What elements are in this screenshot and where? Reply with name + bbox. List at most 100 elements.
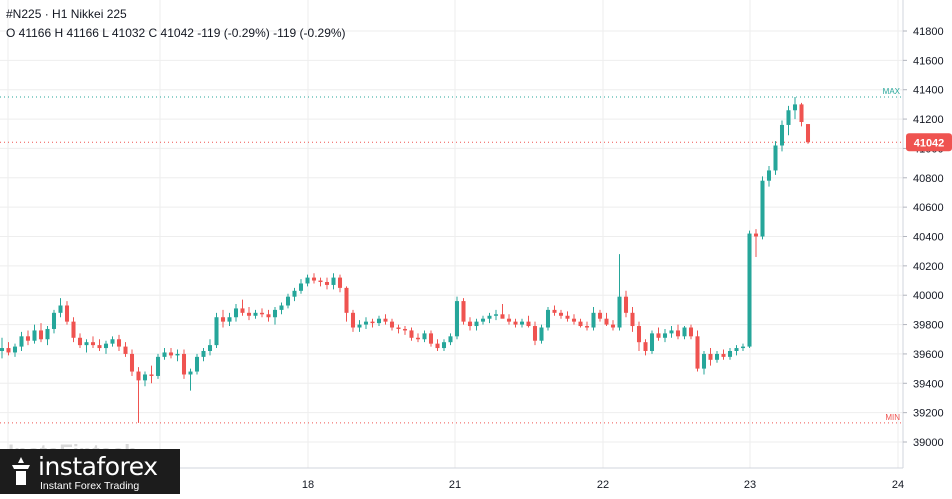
candle-body (695, 336, 700, 369)
candle-body (584, 326, 590, 328)
last-price-badge-label: 41042 (914, 137, 945, 149)
candle-body (123, 346, 128, 354)
instrument-title: #N225 · H1 Nikkei 225 (6, 7, 127, 21)
y-tick-label: 40600 (913, 202, 944, 214)
candle-body (266, 314, 271, 318)
y-tick-label: 41400 (913, 85, 944, 97)
y-tick-label: 40200 (913, 261, 944, 273)
candle-body (760, 180, 765, 237)
candle-body (805, 124, 811, 143)
x-tick-label: 23 (744, 479, 756, 491)
candle-body (617, 296, 622, 328)
candle-body (558, 312, 564, 316)
candle-body (0, 348, 5, 351)
y-tick-label: 39400 (913, 378, 944, 390)
candle-body (155, 356, 161, 376)
candle-body (25, 336, 31, 341)
candle-body (740, 346, 746, 349)
candle-body (467, 321, 473, 327)
candle-body (227, 317, 232, 322)
candle-body (623, 296, 629, 313)
candle-body (233, 308, 239, 318)
logo-subtitle: Instant Forex Trading (40, 480, 140, 492)
candle-body (786, 110, 791, 125)
candle-body (324, 282, 330, 285)
candle-body (500, 314, 505, 319)
x-tick-label: 24 (892, 479, 904, 491)
candle-body (253, 312, 258, 316)
candle-body (175, 353, 180, 356)
candle-body (779, 124, 785, 146)
logo-wordmark: instaforex (38, 452, 158, 481)
max-label: MAX (883, 87, 901, 96)
y-tick-label: 39600 (913, 349, 944, 361)
candle-body (214, 317, 219, 346)
candle-body (181, 353, 187, 375)
candle-body (487, 315, 492, 319)
candle-body (662, 333, 668, 338)
candle-body (38, 330, 44, 340)
candle-body (435, 343, 440, 349)
candle-body (201, 350, 206, 357)
candle-body (792, 104, 798, 111)
candle-body (571, 318, 577, 322)
candle-body (162, 352, 167, 357)
candle-body (448, 336, 453, 343)
candles (0, 97, 811, 423)
candle-body (656, 333, 661, 338)
candle-body (441, 342, 447, 349)
candle-body (604, 318, 609, 325)
candle-body (519, 321, 525, 325)
candle-body (474, 321, 479, 327)
candle-body (129, 353, 135, 372)
candle-body (298, 283, 304, 291)
candle-body (305, 277, 310, 284)
y-tick-label: 41600 (913, 55, 944, 67)
candle-body (610, 324, 616, 328)
candle-body (630, 312, 635, 327)
reference-lines: MAX MIN (0, 87, 903, 424)
ohlc-readout: O 41166 H 41166 L 41032 C 41042 -119 (-0… (6, 26, 346, 40)
candle-body (58, 305, 63, 313)
min-label: MIN (885, 413, 900, 422)
candle-body (168, 352, 174, 356)
candle-body (292, 290, 297, 297)
candle-body (766, 170, 772, 181)
candle-body (799, 104, 804, 123)
candle-body (708, 353, 713, 360)
candle-body (688, 327, 694, 337)
candle-body (240, 308, 245, 313)
candle-body (636, 326, 642, 343)
candle-body (597, 312, 603, 319)
candle-body (402, 328, 408, 331)
candle-body (344, 287, 349, 313)
candle-body (409, 330, 414, 338)
candle-body (84, 342, 89, 346)
logo-mark-icon (12, 457, 30, 485)
candle-body (51, 312, 57, 329)
candle-body (389, 321, 395, 328)
candle-body (454, 301, 460, 337)
candle-body (259, 312, 265, 315)
candle-body (513, 321, 518, 325)
candle-body (383, 318, 388, 322)
candle-body (506, 318, 512, 322)
candle-body (773, 145, 778, 171)
candle-body (142, 374, 148, 381)
candle-body (422, 333, 427, 340)
candle-body (103, 343, 109, 349)
candle-body (396, 327, 401, 329)
y-tick-label: 39200 (913, 408, 944, 420)
y-tick-label: 40000 (913, 290, 944, 302)
y-tick-label: 41200 (913, 114, 944, 126)
instaforex-logo: instaforex Instant Forex Trading (0, 449, 180, 494)
candle-body (415, 337, 421, 340)
candle-body (188, 371, 193, 375)
candle-body (285, 296, 291, 306)
candle-body (12, 346, 18, 353)
candle-body (207, 345, 213, 351)
last-price-badge (906, 133, 952, 152)
candle-body (357, 324, 362, 328)
